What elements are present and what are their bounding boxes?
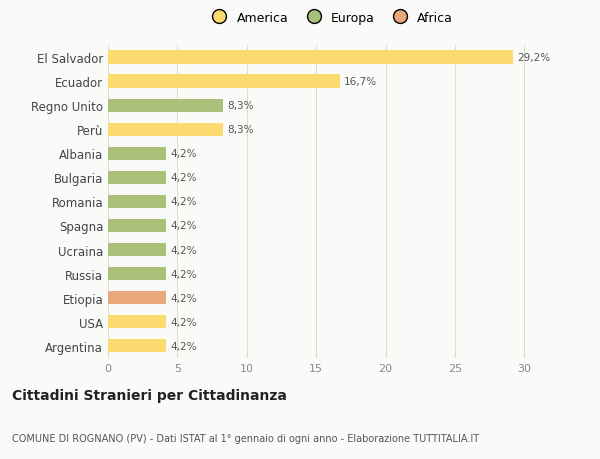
Bar — [108, 315, 166, 329]
Bar — [108, 99, 223, 112]
Legend: America, Europa, Africa: America, Europa, Africa — [207, 11, 453, 24]
Text: 8,3%: 8,3% — [227, 101, 254, 111]
Text: 4,2%: 4,2% — [170, 173, 197, 183]
Bar — [108, 147, 166, 161]
Text: 4,2%: 4,2% — [170, 197, 197, 207]
Bar — [108, 196, 166, 208]
Bar — [108, 291, 166, 305]
Text: 4,2%: 4,2% — [170, 245, 197, 255]
Text: 4,2%: 4,2% — [170, 317, 197, 327]
Text: 29,2%: 29,2% — [517, 53, 550, 63]
Bar — [108, 339, 166, 353]
Bar — [108, 243, 166, 257]
Bar — [108, 75, 340, 89]
Text: 4,2%: 4,2% — [170, 149, 197, 159]
Bar — [108, 123, 223, 136]
Text: 4,2%: 4,2% — [170, 293, 197, 303]
Text: Cittadini Stranieri per Cittadinanza: Cittadini Stranieri per Cittadinanza — [12, 388, 287, 403]
Text: 4,2%: 4,2% — [170, 269, 197, 279]
Text: 16,7%: 16,7% — [344, 77, 377, 87]
Bar — [108, 268, 166, 280]
Bar — [108, 219, 166, 233]
Text: 8,3%: 8,3% — [227, 125, 254, 135]
Text: COMUNE DI ROGNANO (PV) - Dati ISTAT al 1° gennaio di ogni anno - Elaborazione TU: COMUNE DI ROGNANO (PV) - Dati ISTAT al 1… — [12, 433, 479, 442]
Text: 4,2%: 4,2% — [170, 221, 197, 231]
Bar — [108, 51, 513, 65]
Text: 4,2%: 4,2% — [170, 341, 197, 351]
Bar — [108, 171, 166, 185]
